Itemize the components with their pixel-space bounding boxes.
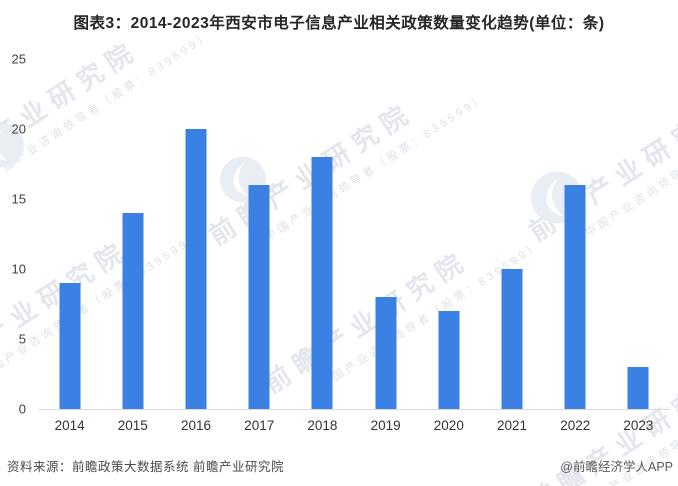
y-axis-tick-10: 10 [11,261,26,277]
bar-column-2016: 2016 [164,59,227,433]
bar-column-2019: 2019 [354,59,417,433]
y-axis-tick-15: 15 [11,191,26,207]
bar-column-2018: 2018 [291,59,354,433]
x-axis-label: 2016 [180,418,212,433]
bar-2022 [564,185,586,409]
bar-2020 [438,311,460,409]
footer: 资料来源：前瞻政策大数据系统 前瞻产业研究院 @前瞻经济学人APP [7,456,673,475]
bar-column-2021: 2021 [480,59,543,433]
x-axis-label: 2018 [307,418,338,433]
bar-2021 [501,269,523,409]
x-axis-label: 2022 [560,418,591,433]
bar-2014 [59,283,81,409]
bar-column-2020: 2020 [417,59,480,433]
bar-2016 [185,129,207,409]
bar-column-2022: 2022 [544,59,607,433]
credit-note: @前瞻经济学人APP [560,460,673,474]
bar-2018 [311,157,333,409]
x-axis-label: 2019 [370,418,401,433]
bar-column-2014: 2014 [38,59,101,433]
y-axis-tick-25: 25 [11,51,26,67]
bar-column-2015: 2015 [101,59,164,433]
bar-column-2023: 2023 [607,59,670,433]
x-axis-label: 2015 [117,418,148,433]
x-axis-label: 2021 [496,418,528,433]
y-axis: 0 5 10 15 20 25 [0,0,26,486]
y-axis-tick-20: 20 [11,121,26,137]
bar-2017 [248,185,270,409]
plot-area: 2014 2015 2016 2017 2018 2019 2020 2021 2022 2023 [38,59,670,433]
bar-2023 [627,367,649,409]
x-axis-label: 2017 [244,418,275,433]
y-axis-tick-0: 0 [18,401,26,417]
chart-title: 图表3：2014-2023年西安市电子信息产业相关政策数量变化趋势(单位：条) [73,15,605,32]
bar-2019 [375,297,397,409]
x-axis-label: 2020 [433,418,464,433]
x-axis-label: 2023 [623,418,654,433]
y-axis-tick-5: 5 [18,331,26,347]
bar-column-2017: 2017 [228,59,291,433]
x-axis-label: 2014 [54,418,85,433]
source-note: 资料来源：前瞻政策大数据系统 前瞻产业研究院 [7,460,284,474]
bar-2015 [122,213,144,409]
